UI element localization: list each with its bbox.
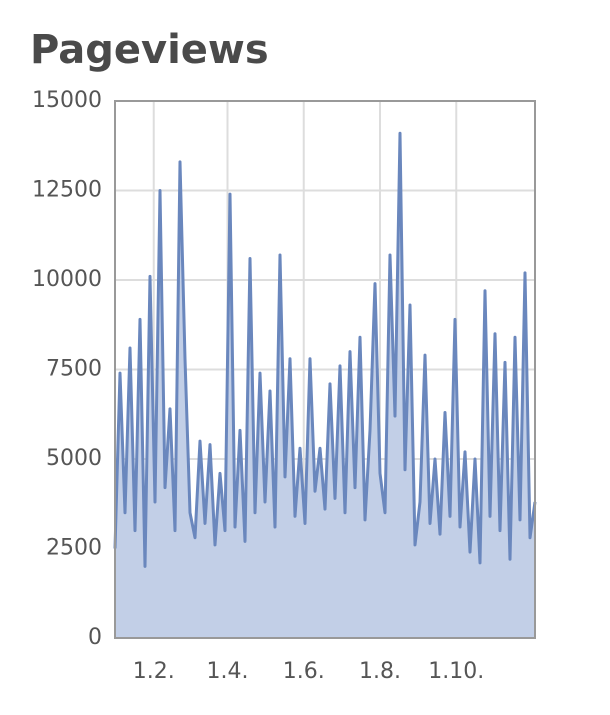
y-tick-label: 0 (88, 625, 102, 650)
y-tick-label: 15000 (32, 88, 102, 113)
line (113, 131, 537, 568)
x-tick-label: 1.8. (359, 659, 401, 684)
x-tick-label: 1.2. (133, 659, 175, 684)
y-tick-label: 10000 (32, 267, 102, 292)
y-tick-label: 2500 (46, 536, 102, 561)
y-tick-label: 12500 (32, 178, 102, 203)
y-tick-label: 7500 (46, 357, 102, 382)
x-tick-label: 1.6. (283, 659, 325, 684)
y-tick-label: 5000 (46, 446, 102, 471)
x-tick-label: 1.4. (207, 659, 249, 684)
plot-border (114, 100, 536, 639)
area (115, 133, 535, 638)
x-tick-label: 1.10. (428, 659, 484, 684)
chart-title: Pageviews (30, 27, 269, 73)
